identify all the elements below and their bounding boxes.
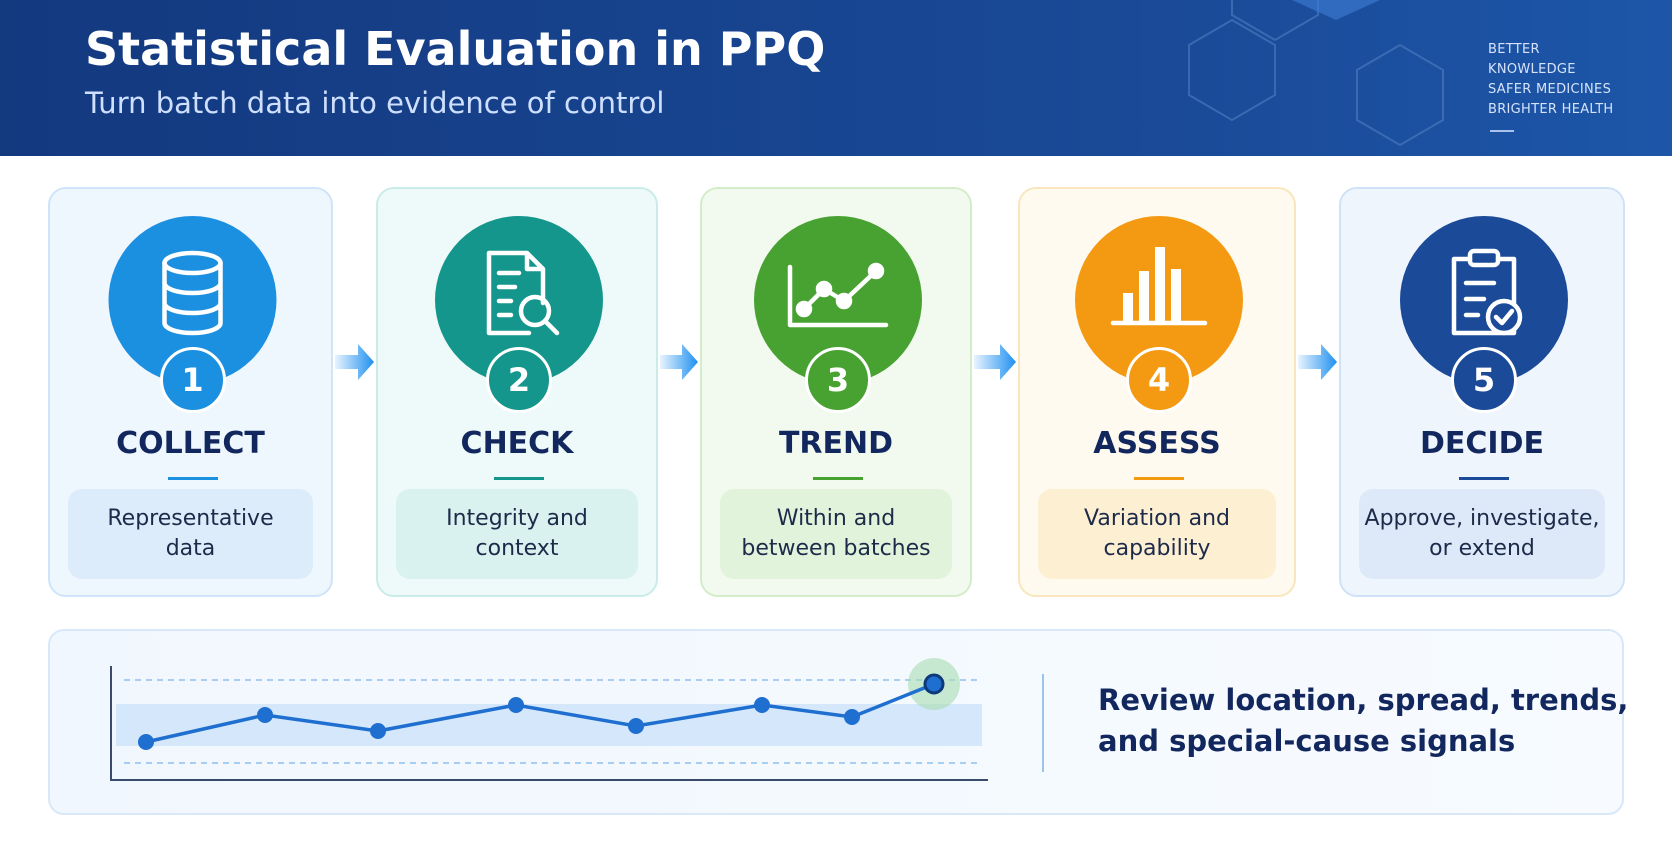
- step-title: COLLECT: [116, 426, 265, 461]
- step-description: Integrity and context: [396, 489, 638, 579]
- summary-line: and special-cause signals: [1098, 724, 1516, 758]
- title: Statistical Evaluation in PPQ: [85, 22, 826, 76]
- step-number: 3: [805, 347, 871, 413]
- step-number: 2: [486, 347, 552, 413]
- step-number: 1: [159, 347, 226, 413]
- step-icon: [435, 216, 603, 384]
- step-number: 5: [1451, 347, 1517, 413]
- summary-panel: [48, 629, 1624, 815]
- step-underline: [494, 477, 544, 480]
- summary-line: Review location, spread, trends,: [1098, 683, 1629, 717]
- flow-arrow: [1298, 344, 1337, 380]
- step-description: Within and between batches: [720, 489, 952, 579]
- step-underline: [167, 477, 218, 480]
- step-card: 3 TREND Within and between batches: [700, 187, 972, 597]
- step-title: CHECK: [460, 426, 574, 461]
- step-icon: [754, 216, 922, 384]
- flow-arrow: [660, 344, 698, 380]
- step-icon: [1075, 216, 1243, 384]
- description-line: data: [165, 536, 216, 561]
- description-line: capability: [1103, 536, 1211, 561]
- step-description: Variation and capability: [1038, 489, 1276, 579]
- description-line: Approve, investigate,: [1364, 506, 1600, 531]
- subtitle: Turn batch data into evidence of control: [85, 86, 665, 120]
- description-line: context: [475, 536, 559, 561]
- step-underline: [1459, 477, 1509, 480]
- step-underline: [813, 477, 863, 480]
- step-title: DECIDE: [1420, 426, 1544, 461]
- step-card: 2 CHECK Integrity and context: [376, 187, 658, 597]
- step-card: 5 DECIDE Approve, investigate, or extend: [1339, 187, 1625, 597]
- tagline-line: SAFER MEDICINES: [1488, 82, 1612, 97]
- description-line: or extend: [1429, 536, 1535, 561]
- hexagon-decoration: [1188, 0, 1514, 147]
- header: Statistical Evaluation in PPQ Turn batch…: [0, 0, 1672, 156]
- tagline-line: BRIGHTER HEALTH: [1488, 102, 1614, 117]
- description-line: Representative: [107, 506, 274, 531]
- description-line: Variation and: [1084, 506, 1230, 531]
- step-title: ASSESS: [1093, 426, 1221, 461]
- step-icon: [108, 216, 277, 384]
- tagline-line: KNOWLEDGE: [1488, 62, 1576, 77]
- flow-arrow: [335, 344, 374, 380]
- step-card: 4 ASSESS Variation and capability: [1018, 187, 1296, 597]
- description-line: Within and: [776, 506, 896, 531]
- flow-arrow: [974, 344, 1016, 380]
- tagline-line: BETTER: [1488, 42, 1540, 57]
- step-card: 1 COLLECT Representative data: [48, 187, 333, 597]
- step-underline: [1134, 477, 1184, 480]
- step-number: 4: [1126, 347, 1192, 413]
- step-title: TREND: [778, 426, 894, 461]
- step-icon: [1400, 216, 1568, 384]
- description-line: between batches: [741, 536, 931, 561]
- description-line: Integrity and: [446, 506, 588, 531]
- step-description: Representative data: [68, 489, 313, 579]
- step-description: Approve, investigate, or extend: [1359, 489, 1605, 579]
